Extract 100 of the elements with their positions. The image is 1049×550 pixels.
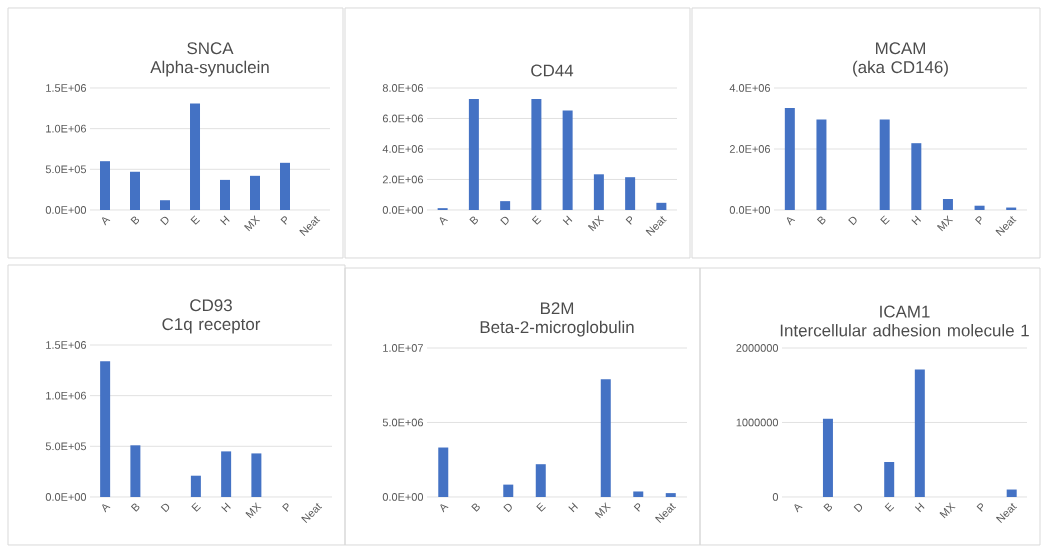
bar	[531, 99, 542, 210]
chart-subtitle: (aka CD146)	[853, 60, 948, 77]
x-tick-label: P	[633, 503, 641, 512]
x-tick-label: E	[880, 215, 890, 225]
chart-subtitle: Beta-2-microglobulin	[480, 320, 634, 337]
x-tick-label: D	[848, 216, 857, 226]
y-tick-label: 1.5E+06	[46, 341, 86, 349]
x-tick-label: MX	[936, 215, 954, 232]
chart-subtitle: Intercellular adhesion molecule 1	[780, 324, 1029, 337]
chart-subtitle: Alpha-synuclein	[150, 60, 269, 77]
x-tick-label: D	[160, 503, 170, 513]
x-tick-label: D	[853, 503, 863, 513]
bar	[220, 179, 231, 210]
bar	[280, 162, 291, 210]
y-tick-label: 1.0E+06	[46, 391, 86, 400]
x-tick-label: D	[503, 503, 512, 513]
bar	[100, 361, 111, 497]
y-tick-label: 5.0E+05	[45, 442, 87, 451]
x-tick-label: B	[471, 503, 480, 512]
bar	[665, 493, 676, 497]
y-tick-label: 1.0E+06	[46, 124, 86, 133]
x-tick-label: A	[786, 217, 796, 226]
x-tick-label: P	[282, 503, 289, 512]
bar	[625, 177, 636, 210]
bar	[130, 171, 141, 210]
bar	[130, 445, 141, 497]
chart-title: ICAM1	[880, 305, 930, 318]
x-tick-label: A	[102, 504, 111, 513]
x-tick-label: H	[914, 502, 925, 513]
x-tick-label: B	[130, 503, 140, 512]
bar	[251, 453, 262, 497]
y-tick-label: 2000000	[736, 344, 779, 352]
bar	[562, 110, 573, 210]
bar	[593, 174, 604, 210]
x-tick-label: A	[794, 504, 803, 513]
x-tick-label: B	[469, 216, 478, 225]
bar	[1006, 489, 1017, 497]
bar	[911, 143, 922, 210]
bar	[879, 119, 890, 210]
x-tick-label: A	[439, 217, 448, 226]
bar	[656, 202, 667, 210]
x-tick-label: H	[568, 502, 578, 513]
x-tick-label: E	[884, 502, 895, 512]
bar	[250, 175, 261, 210]
chart-title: B2M	[540, 302, 574, 315]
x-tick-label: E	[190, 215, 200, 225]
x-tick-label: B	[816, 216, 826, 225]
bar	[942, 199, 953, 210]
chart-title: CD93	[190, 299, 232, 312]
y-tick-label: 0.0E+00	[729, 206, 771, 214]
x-tick-label: H	[221, 502, 231, 513]
x-tick-label: A	[102, 217, 111, 226]
x-tick-label: MX	[939, 502, 956, 519]
bar	[221, 451, 232, 497]
x-tick-label: D	[160, 216, 169, 226]
y-tick-label: 2.0E+06	[729, 145, 770, 153]
chart-title: CD44	[531, 64, 574, 77]
bar	[822, 418, 833, 497]
y-tick-label: 0.0E+00	[45, 206, 87, 214]
y-tick-label: 8.0E+06	[382, 84, 423, 92]
x-tick-label: B	[130, 216, 140, 225]
y-tick-label: 0.0E+00	[382, 493, 424, 501]
y-tick-label: 5.0E+05	[45, 165, 87, 174]
y-tick-label: 6.0E+06	[382, 114, 423, 123]
bar	[190, 475, 201, 497]
x-tick-label: MX	[587, 215, 605, 232]
y-tick-label: 0.0E+00	[45, 493, 87, 501]
bar	[784, 108, 795, 210]
x-tick-label: H	[911, 215, 922, 226]
y-tick-label: 1000000	[736, 418, 779, 427]
bar	[884, 461, 895, 497]
x-tick-label: MX	[245, 502, 262, 519]
bar	[468, 99, 479, 210]
y-tick-label: 4.0E+06	[729, 84, 770, 92]
x-tick-label: E	[536, 502, 546, 512]
bar	[190, 103, 201, 210]
y-tick-label: 0	[772, 493, 779, 501]
x-tick-label: H	[220, 215, 230, 226]
x-tick-label: D	[500, 216, 509, 226]
y-tick-label: 2.0E+06	[382, 175, 423, 184]
bar	[100, 161, 111, 210]
bar	[633, 491, 644, 497]
x-tick-label: H	[562, 215, 573, 226]
bar	[816, 119, 827, 210]
y-tick-label: 1.5E+06	[46, 84, 86, 92]
x-tick-label: MX	[244, 215, 261, 232]
bar	[160, 200, 171, 210]
x-tick-label: P	[280, 216, 287, 225]
y-tick-label: 1.0E+07	[383, 344, 423, 352]
y-tick-label: 4.0E+06	[382, 145, 423, 153]
x-tick-label: E	[531, 215, 542, 225]
chart-title: SNCA	[187, 42, 234, 55]
x-tick-label: P	[976, 503, 983, 512]
bar	[600, 379, 611, 497]
bar	[500, 201, 511, 210]
bar	[535, 464, 546, 497]
y-tick-label: 5.0E+06	[382, 418, 423, 427]
x-tick-label: P	[975, 216, 982, 225]
chart-title: MCAM	[876, 42, 925, 55]
x-tick-label: P	[625, 216, 633, 225]
